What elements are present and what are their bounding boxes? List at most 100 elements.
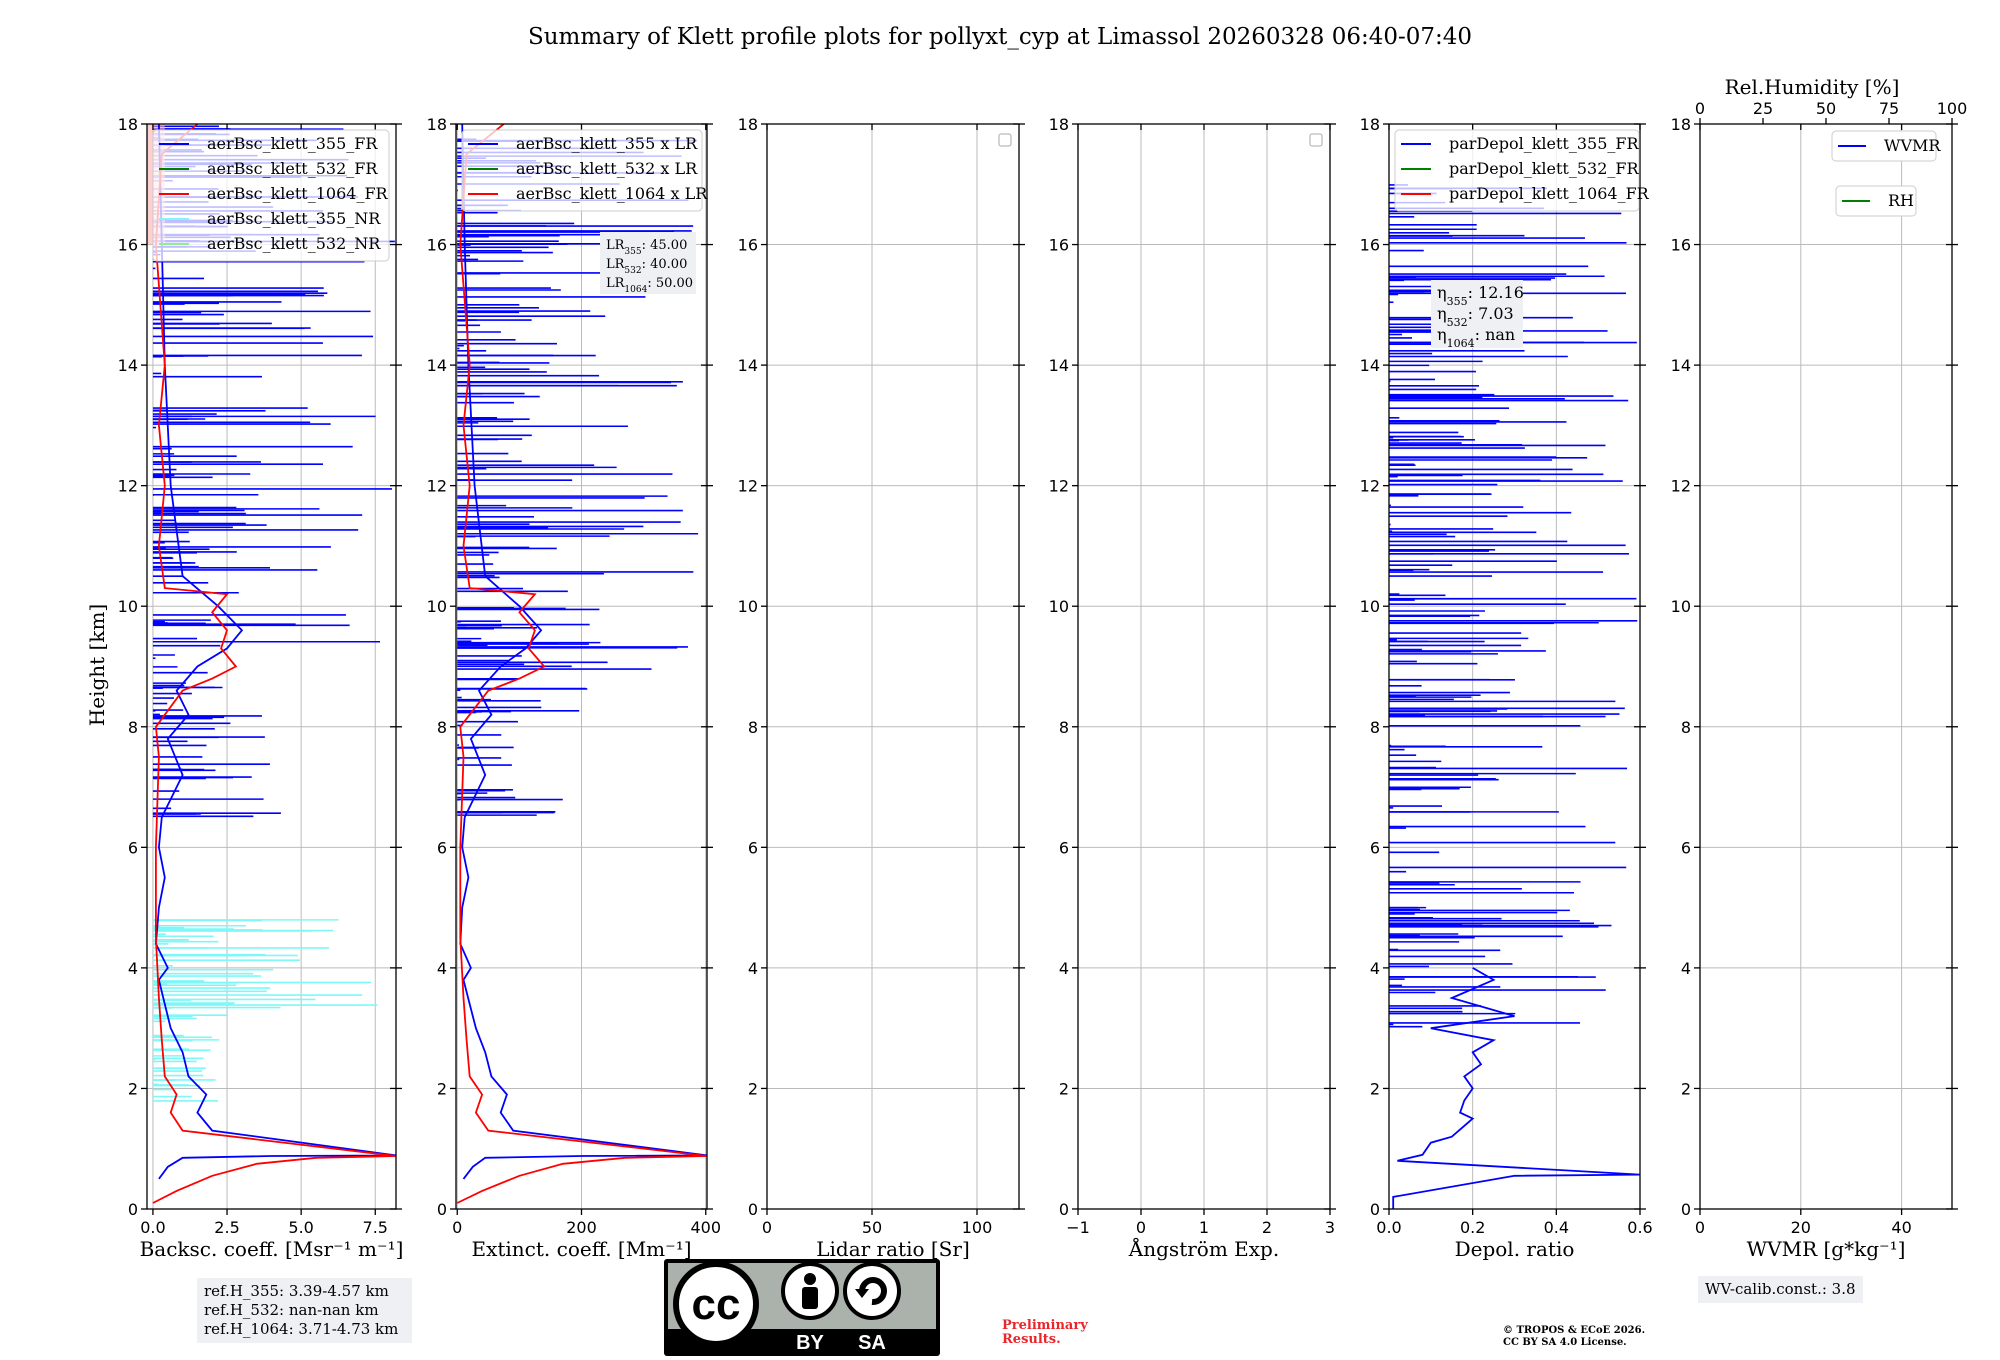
y-tick-label: 8 <box>1681 718 1691 737</box>
plot-area <box>1389 184 1640 1209</box>
height-axis-label: Height [km] <box>85 604 109 726</box>
eta-355: η355: 12.16 <box>1437 283 1524 308</box>
x-tick-label: 0.0 <box>140 1218 165 1237</box>
y-tick-label: 0 <box>1059 1200 1069 1219</box>
y-tick-label: 12 <box>427 477 447 496</box>
y-tick-label: 18 <box>118 115 138 134</box>
eta-box <box>1431 280 1523 348</box>
y-tick-label: 4 <box>437 959 447 978</box>
plot-area <box>147 124 396 1204</box>
y-tick-label: 6 <box>1370 838 1380 857</box>
y-tick-label: 14 <box>1360 356 1380 375</box>
y-tick-label: 16 <box>738 236 758 255</box>
y-tick-label: 16 <box>1671 236 1691 255</box>
x-tick-label: 7.5 <box>363 1218 388 1237</box>
y-tick-label: 18 <box>1671 115 1691 134</box>
refh-1064: ref.H_1064: 3.71-4.73 km <box>204 1320 399 1338</box>
y-tick-label: 6 <box>748 838 758 857</box>
y-tick-label: 4 <box>1370 959 1380 978</box>
lidar-ratio-box <box>600 232 696 294</box>
y-tick-label: 0 <box>1370 1200 1380 1219</box>
y-tick-label: 0 <box>748 1200 758 1219</box>
legend-label-rh: RH <box>1888 191 1914 210</box>
y-tick-label: 6 <box>128 838 138 857</box>
x-tick-label: 200 <box>566 1218 597 1237</box>
y-tick-label: 12 <box>118 477 138 496</box>
x-axis-label: Backsc. coeff. [Msr⁻¹ m⁻¹] <box>140 1237 404 1261</box>
x-tick-label: 0.4 <box>1544 1218 1569 1237</box>
y-tick-label: 14 <box>1671 356 1691 375</box>
x-tick-label: 0 <box>1695 1218 1705 1237</box>
y-tick-label: 8 <box>128 718 138 737</box>
y-tick-label: 12 <box>1360 477 1380 496</box>
y-tick-label: 10 <box>1360 597 1380 616</box>
y-tick-label: 12 <box>738 477 758 496</box>
top-x-tick-label: 50 <box>1816 99 1836 118</box>
y-tick-label: 0 <box>437 1200 447 1219</box>
y-tick-label: 18 <box>738 115 758 134</box>
series-parDepol_klett_355_FR <box>1392 967 1640 1209</box>
y-tick-label: 2 <box>128 1079 138 1098</box>
figure-title: Summary of Klett profile plots for polly… <box>528 24 1472 50</box>
y-tick-label: 6 <box>1059 838 1069 857</box>
axes-frame <box>766 123 1020 1210</box>
refh-355: ref.H_355: 3.39-4.57 km <box>204 1282 389 1300</box>
y-tick-label: 0 <box>1681 1200 1691 1219</box>
axes-frame <box>146 123 397 1210</box>
x-tick-label: 5.0 <box>288 1218 313 1237</box>
x-tick-label: 0 <box>762 1218 772 1237</box>
x-tick-label: −1 <box>1066 1218 1090 1237</box>
y-tick-label: 18 <box>1049 115 1069 134</box>
rh-top-axis-label: Rel.Humidity [%] <box>1725 75 1900 99</box>
legend-label: aerBsc_klett_532_NR <box>207 234 381 253</box>
legend-label-wvmr: WVMR <box>1884 136 1941 155</box>
axes-frame <box>1699 123 1953 1210</box>
x-tick-label: 50 <box>862 1218 882 1237</box>
x-axis-label: Extinct. coeff. [Mm⁻¹] <box>471 1237 691 1261</box>
legend-label: parDepol_klett_532_FR <box>1449 159 1640 178</box>
top-x-tick-label: 100 <box>1937 99 1968 118</box>
legend-label: parDepol_klett_1064_FR <box>1449 184 1650 203</box>
legend-label: aerBsc_klett_532_FR <box>207 159 378 178</box>
y-tick-label: 16 <box>118 236 138 255</box>
eta-1064: η1064: nan <box>1437 325 1515 350</box>
lidar-ratio-1064: LR1064: 50.00 <box>606 276 693 295</box>
copyright-note: © TROPOS & ECoE 2026. CC BY SA 4.0 Licen… <box>1503 1325 1645 1349</box>
series-aerBsc_klett_355_FR <box>154 124 396 1180</box>
preliminary-note: Preliminary Results. <box>1002 1319 1088 1347</box>
y-tick-label: 8 <box>1059 718 1069 737</box>
y-tick-label: 16 <box>1049 236 1069 255</box>
reference-height-box: ref.H_355: 3.39-4.57 km ref.H_532: nan-n… <box>197 1278 412 1343</box>
cc-circle-icon <box>673 1261 759 1347</box>
y-tick-label: 14 <box>427 356 447 375</box>
x-axis-label: Depol. ratio <box>1455 1237 1575 1261</box>
x-axis-label: Ångström Exp. <box>1128 1236 1279 1261</box>
y-tick-label: 10 <box>1049 597 1069 616</box>
legend-label: aerBsc_klett_532 x LR <box>516 159 698 178</box>
y-tick-label: 10 <box>738 597 758 616</box>
y-tick-label: 14 <box>1049 356 1069 375</box>
x-axis-label: Lidar ratio [Sr] <box>816 1237 970 1261</box>
by-label: BY <box>796 1332 824 1354</box>
y-tick-label: 10 <box>1671 597 1691 616</box>
x-tick-label: 0 <box>1136 1218 1146 1237</box>
axes-frame <box>1388 123 1641 1210</box>
empty-legend-box <box>998 133 1012 147</box>
lidar-ratio-532: LR532: 40.00 <box>606 257 687 276</box>
x-tick-label: 3 <box>1325 1218 1335 1237</box>
cc-mark: cc <box>692 1280 741 1329</box>
y-tick-label: 8 <box>1370 718 1380 737</box>
wv-calib-text: WV-calib.const.: 3.8 <box>1705 1280 1856 1298</box>
prelim-line-2: Results. <box>1002 1332 1061 1347</box>
y-tick-label: 2 <box>1681 1079 1691 1098</box>
y-tick-label: 8 <box>748 718 758 737</box>
x-tick-label: 100 <box>962 1218 993 1237</box>
top-x-tick-label: 75 <box>1879 99 1899 118</box>
legend-label: aerBsc_klett_355_FR <box>207 134 378 153</box>
